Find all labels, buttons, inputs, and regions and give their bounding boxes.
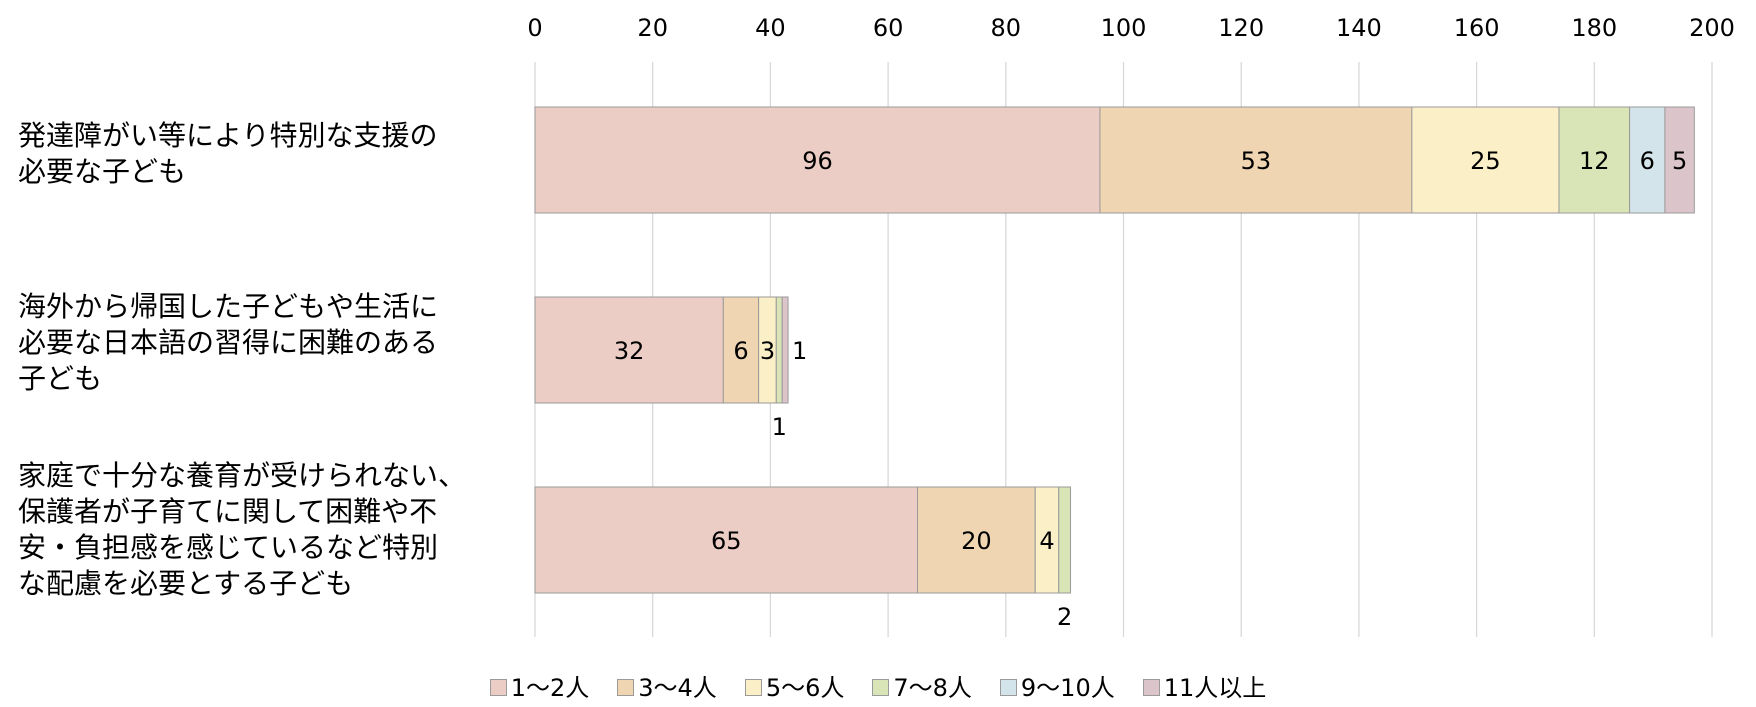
bar-segment xyxy=(534,296,724,404)
legend-swatch xyxy=(744,678,762,696)
category-label: 家庭で十分な養育が受けられない、 保護者が子育てに関して困難や不 安・負担感を感… xyxy=(18,459,467,600)
data-label: 12 xyxy=(1579,147,1610,175)
legend-item: 5〜6人 xyxy=(744,673,845,703)
x-tick-label: 120 xyxy=(1218,14,1264,42)
legend-swatch xyxy=(1142,678,1160,696)
legend-swatch xyxy=(489,678,507,696)
bar-segment xyxy=(1058,486,1072,594)
legend-item: 11人以上 xyxy=(1142,673,1267,703)
bar-segment xyxy=(722,296,760,404)
legend: 1〜2人 3〜4人 5〜6人 7〜8人 9〜10人 11人以上 xyxy=(0,672,1756,703)
bar-segment xyxy=(1558,106,1631,214)
x-tick-label: 100 xyxy=(1101,14,1147,42)
bar-segment xyxy=(534,106,1101,214)
data-label: 5 xyxy=(1672,147,1687,175)
legend-swatch xyxy=(617,678,635,696)
legend-label: 7〜8人 xyxy=(893,674,972,702)
data-label: 3 xyxy=(760,337,775,365)
x-tick-label: 0 xyxy=(527,14,542,42)
bar-segment xyxy=(1629,106,1666,214)
data-label: 32 xyxy=(614,337,645,365)
legend-label: 11人以上 xyxy=(1163,674,1267,702)
data-label: 6 xyxy=(733,337,748,365)
x-tick-label: 40 xyxy=(755,14,786,42)
data-label: 4 xyxy=(1039,527,1054,555)
data-label: 2 xyxy=(1057,603,1072,631)
data-label: 1 xyxy=(772,413,787,441)
x-tick-label: 80 xyxy=(991,14,1022,42)
bar-segment xyxy=(534,486,919,594)
data-label: 65 xyxy=(711,527,742,555)
bar-segment xyxy=(775,296,783,404)
x-tick-label: 160 xyxy=(1454,14,1500,42)
category-label: 発達障がい等により特別な支援の 必要な子ども xyxy=(18,119,438,188)
category-label: 海外から帰国した子どもや生活に 必要な日本語の習得に困難のある 子ども xyxy=(18,290,439,395)
data-label: 96 xyxy=(802,147,833,175)
legend-label: 5〜6人 xyxy=(765,674,845,702)
data-label: 25 xyxy=(1470,147,1501,175)
x-axis-ticks: 0 20 40 60 80 100 120 140 160 180 200 xyxy=(527,14,1735,42)
x-tick-label: 20 xyxy=(637,14,668,42)
legend-swatch xyxy=(999,678,1017,696)
legend-item: 1〜2人 xyxy=(489,673,590,703)
legend-swatch xyxy=(872,678,890,696)
legend-label: 1〜2人 xyxy=(510,674,590,702)
bar-segment xyxy=(1411,106,1560,214)
legend-item: 9〜10人 xyxy=(999,673,1115,703)
x-tick-label: 60 xyxy=(873,14,904,42)
data-label: 6 xyxy=(1640,147,1655,175)
bars xyxy=(534,106,1695,594)
bar-segment xyxy=(1664,106,1695,214)
bar-segment xyxy=(917,486,1036,594)
data-label: 1 xyxy=(792,337,807,365)
legend-item: 7〜8人 xyxy=(872,673,972,703)
legend-label: 9〜10人 xyxy=(1020,674,1115,702)
data-label: 53 xyxy=(1241,147,1272,175)
data-label: 20 xyxy=(961,527,992,555)
x-tick-label: 180 xyxy=(1571,14,1617,42)
legend-label: 3〜4人 xyxy=(638,674,717,702)
x-tick-label: 200 xyxy=(1689,14,1735,42)
bar-segment xyxy=(781,296,789,404)
x-tick-label: 140 xyxy=(1336,14,1382,42)
legend-item: 3〜4人 xyxy=(617,673,717,703)
